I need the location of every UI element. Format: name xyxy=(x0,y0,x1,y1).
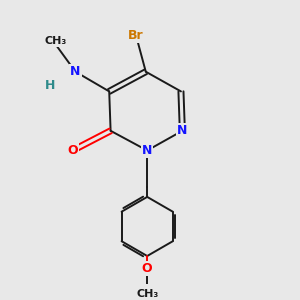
Text: N: N xyxy=(70,65,81,78)
Text: O: O xyxy=(142,262,152,275)
Text: N: N xyxy=(177,124,188,137)
Text: CH₃: CH₃ xyxy=(136,289,158,299)
Text: CH₃: CH₃ xyxy=(45,36,67,46)
Text: Br: Br xyxy=(128,28,144,42)
Text: O: O xyxy=(67,144,78,157)
Text: H: H xyxy=(45,79,55,92)
Text: N: N xyxy=(142,144,152,157)
